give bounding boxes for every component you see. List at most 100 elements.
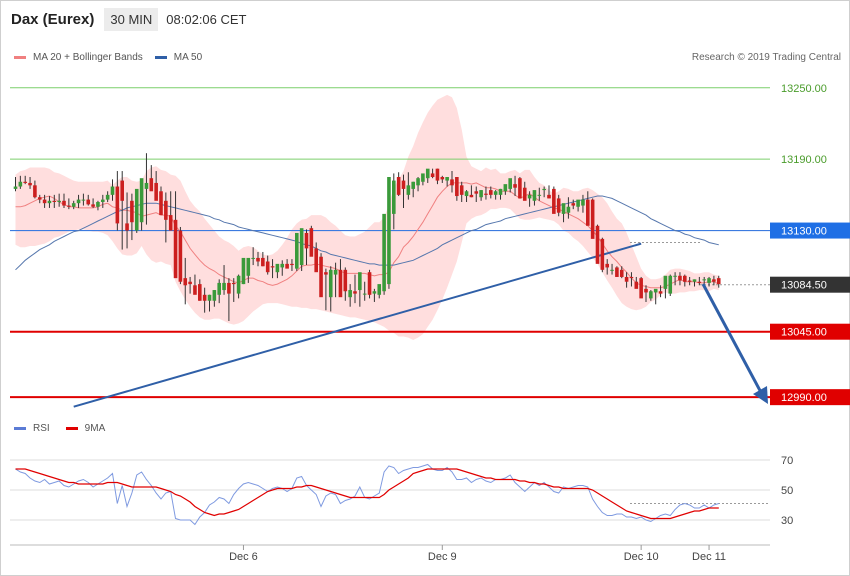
candle-body [430, 173, 435, 177]
candle-body [561, 203, 566, 214]
candle-body [67, 205, 71, 207]
candle-body [280, 263, 285, 268]
candle-body [183, 278, 188, 286]
candle-body [459, 185, 464, 195]
candle-body [246, 257, 251, 276]
candle-body [595, 225, 600, 264]
candle-body [261, 257, 265, 267]
candle-body [435, 168, 440, 181]
candle-body [173, 219, 178, 279]
candle-body [508, 178, 512, 189]
candle-body [610, 269, 614, 271]
level-label-box-support [770, 323, 850, 340]
candle-body [256, 257, 260, 262]
candle-body [290, 263, 294, 266]
candle-body [101, 199, 105, 202]
candle-body [372, 291, 377, 294]
candle-body [367, 272, 372, 295]
candle-body [130, 200, 134, 223]
research-credit: Research © 2019 Trading Central [691, 52, 841, 63]
candle-body [251, 257, 255, 259]
rsi-legend-label: RSI [33, 423, 50, 434]
candle-body [57, 200, 61, 202]
candle-body [683, 275, 687, 282]
level-label-box-support [770, 389, 850, 406]
candle-body [105, 194, 110, 200]
candle-body [96, 201, 100, 207]
candle-body [236, 275, 241, 294]
candle-body [110, 186, 115, 195]
candle-body [527, 194, 532, 199]
candle-body [343, 269, 348, 292]
candle-body [309, 228, 314, 257]
candle-body [542, 188, 546, 191]
candle-body [319, 256, 323, 298]
candles-group [13, 153, 721, 321]
rsi-legend: RSI 9MA [14, 423, 105, 434]
x-tick-label: Dec 9 [428, 551, 457, 563]
candle-body [62, 200, 66, 206]
candle-body [198, 284, 202, 301]
x-tick-label: Dec 6 [229, 551, 258, 563]
timeframe-badge[interactable]: 30 MIN [104, 7, 159, 31]
candle-body [304, 232, 309, 249]
candle-body [479, 190, 483, 198]
candle-body [23, 181, 27, 183]
candle-body [295, 232, 299, 269]
candle-body [227, 282, 231, 294]
candle-body [241, 257, 246, 285]
candle-body [649, 291, 653, 299]
level-label-target: 13250.00 [781, 83, 827, 95]
candle-body [552, 188, 556, 214]
candle-body [571, 203, 576, 206]
level-label-support: 13045.00 [781, 327, 827, 339]
candle-body [450, 179, 454, 186]
candle-body [178, 230, 183, 282]
x-tick-label: Dec 11 [692, 551, 726, 563]
rsi-tick-label: 70 [781, 455, 793, 467]
candle-body [464, 191, 469, 197]
candle-body [605, 263, 609, 268]
candle-body [71, 203, 76, 207]
rsi9ma-legend-label: 9MA [84, 423, 106, 434]
projection-arrow-head [753, 386, 768, 404]
candle-body [18, 181, 23, 187]
candle-body [265, 261, 270, 273]
candle-body [275, 263, 280, 273]
candle-body [81, 199, 86, 201]
candle-body [639, 278, 643, 299]
chart-header: Dax (Eurex) 30 MIN 08:02:06 CET [11, 7, 247, 31]
candle-body [537, 194, 542, 196]
rsi-line [15, 463, 719, 526]
candle-body [222, 282, 226, 291]
candle-body [493, 191, 498, 195]
candle-body [154, 182, 158, 201]
candle-body [503, 184, 508, 192]
candle-body [455, 177, 459, 197]
candle-body [91, 204, 95, 207]
candle-body [144, 182, 149, 189]
x-tick-label: Dec 10 [624, 551, 659, 563]
candle-body [600, 238, 605, 270]
rsi-9ma-line [15, 468, 719, 520]
candle-body [687, 280, 692, 282]
candle-body [338, 269, 343, 298]
level-label-pivot: 13130.00 [781, 226, 827, 238]
candle-body [658, 291, 663, 294]
candle-body [52, 200, 57, 202]
candle-body [13, 186, 18, 189]
candle-body [634, 281, 639, 289]
projection-arrow-shaft [701, 283, 766, 399]
candle-body [421, 173, 425, 182]
candle-body [712, 279, 716, 282]
candle-body [489, 190, 493, 195]
candle-body [518, 178, 522, 199]
bollinger-band-area [15, 94, 719, 341]
candle-body [581, 199, 585, 206]
candle-body [474, 191, 479, 194]
candle-body [314, 248, 318, 273]
candle-body [168, 215, 173, 231]
candle-body [149, 178, 154, 192]
candle-body [217, 282, 221, 295]
